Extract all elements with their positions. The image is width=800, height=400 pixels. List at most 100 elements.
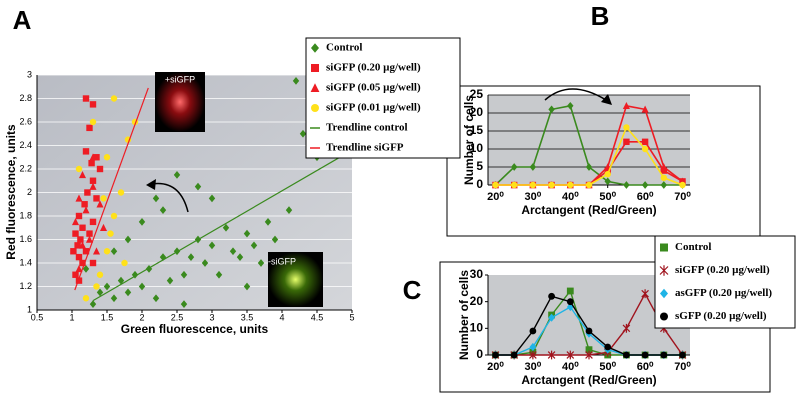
marker-diamond: [548, 313, 555, 322]
y-tick-label: 1.8: [19, 210, 32, 220]
y-tick-label: 1.6: [19, 234, 32, 244]
marker-square: [585, 346, 593, 354]
y-tick-label: 20: [470, 294, 484, 308]
y-tick-label: 0: [476, 347, 483, 361]
marker-circle: [492, 351, 499, 359]
marker-square: [70, 248, 77, 255]
inset-image: [268, 252, 323, 307]
y-tick-label: 2.8: [19, 93, 32, 103]
x-tick-label: 50⁰: [599, 191, 616, 203]
marker-square: [93, 154, 100, 161]
marker-diamond: [229, 247, 237, 256]
y-axis-label: Red fluorescence, units: [4, 124, 18, 260]
legend-label: siGFP (0.05 µg/well): [326, 82, 421, 94]
marker-circle: [103, 154, 111, 161]
arrowhead: [146, 179, 156, 190]
inset-image: [155, 72, 205, 132]
marker-asterisk: [659, 265, 669, 276]
marker-circle: [623, 124, 630, 131]
x-axis-label: Arctangent (Red/Green): [521, 203, 656, 217]
trendline: [92, 149, 353, 302]
marker-square: [89, 101, 97, 108]
marker-triangle: [71, 218, 80, 226]
y-tick-label: 2.4: [19, 140, 32, 150]
marker-diamond: [82, 265, 90, 273]
y-tick-label: 2.2: [19, 163, 32, 173]
marker-circle: [604, 171, 611, 178]
marker-circle: [585, 181, 593, 189]
marker-diamond: [124, 235, 132, 244]
marker-square: [96, 165, 104, 173]
x-tick-label: 30⁰: [525, 191, 542, 203]
y-axis-label: Number of cells: [457, 270, 471, 360]
x-tick-label: 20⁰: [487, 361, 504, 373]
marker-diamond: [285, 206, 293, 214]
marker-diamond: [311, 43, 319, 53]
marker-square: [74, 242, 81, 249]
arrow: [151, 182, 189, 213]
marker-square: [79, 224, 86, 231]
x-tick-label: 4: [279, 312, 284, 322]
marker-square: [566, 287, 574, 295]
x-tick-label: 20⁰: [487, 191, 504, 203]
marker-square: [82, 248, 90, 255]
marker-square: [89, 218, 97, 226]
x-axis-label: Green fluorescence, units: [121, 322, 269, 336]
marker-diamond: [152, 194, 160, 203]
x-tick-label: 1.5: [101, 312, 114, 322]
marker-circle: [567, 181, 574, 189]
marker-square: [660, 167, 668, 174]
marker-triangle: [310, 83, 320, 92]
marker-square: [79, 259, 86, 267]
marker-square: [86, 124, 93, 132]
marker-asterisk: [622, 323, 631, 333]
marker-diamond: [299, 129, 307, 138]
marker-asterisk: [547, 350, 556, 360]
marker-circle: [585, 327, 593, 335]
marker-square: [660, 243, 668, 252]
y-tick-label: 3: [27, 69, 32, 79]
legend-label: Trendline control: [326, 122, 408, 134]
marker-circle: [75, 165, 83, 173]
marker-circle: [93, 283, 100, 290]
marker-diamond: [250, 241, 258, 250]
marker-triangle: [92, 247, 101, 255]
marker-triangle: [622, 101, 630, 109]
arrowhead: [601, 94, 612, 105]
marker-asterisk: [529, 350, 537, 360]
marker-diamond: [257, 259, 265, 267]
x-tick-label: 50⁰: [599, 361, 616, 373]
marker-circle: [510, 351, 518, 359]
marker-diamond: [110, 294, 118, 303]
y-tick-label: 1: [27, 304, 32, 314]
marker-diamond: [243, 229, 251, 238]
marker-diamond: [264, 218, 272, 226]
marker-diamond: [243, 282, 251, 291]
x-tick-label: 70⁰: [674, 191, 691, 203]
legend-label: Control: [675, 241, 711, 253]
legend-label: asGFP (0.20 µg/well): [675, 287, 772, 299]
marker-circle: [623, 351, 630, 359]
marker-square: [75, 253, 83, 261]
marker-triangle: [75, 194, 83, 202]
panel-label: A: [13, 5, 32, 35]
marker-circle: [96, 271, 104, 278]
marker-square: [311, 64, 319, 72]
y-tick-label: 20: [470, 105, 484, 119]
y-tick-label: 10: [470, 321, 484, 335]
marker-triangle: [641, 105, 649, 113]
marker-circle: [82, 295, 90, 302]
marker-circle: [679, 181, 686, 189]
marker-circle: [660, 351, 668, 359]
marker-circle: [110, 212, 118, 220]
marker-circle: [311, 104, 319, 112]
marker-circle: [107, 230, 114, 237]
y-tick-label: 30: [470, 267, 484, 281]
legend-label: siGFP (0.20 µg/well): [675, 264, 770, 276]
marker-circle: [679, 351, 686, 359]
y-tick-label: 2.6: [19, 116, 32, 126]
marker-diamond: [89, 300, 97, 308]
marker-circle: [604, 343, 612, 351]
y-tick-label: 15: [470, 123, 484, 137]
